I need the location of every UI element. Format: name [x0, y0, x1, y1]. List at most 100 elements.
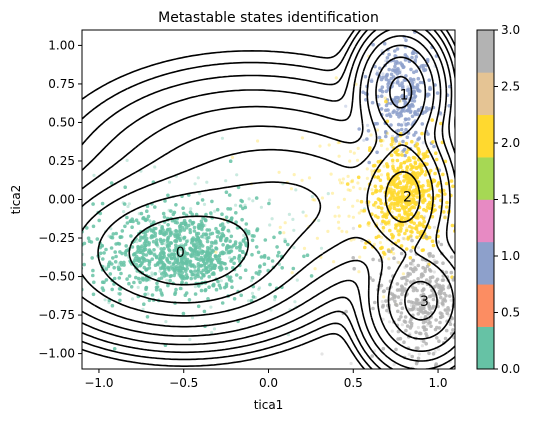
state-0-point	[165, 256, 169, 261]
state-1-point	[409, 67, 413, 72]
state-2-point	[409, 212, 414, 217]
state-2-point	[393, 184, 398, 189]
state-3-point	[434, 362, 439, 366]
state-0-point	[117, 276, 122, 280]
state-0-point	[158, 288, 163, 292]
state-3-point	[423, 319, 428, 324]
state-3-point	[415, 298, 420, 302]
state-2-point	[400, 150, 404, 155]
state-2-point	[390, 158, 395, 163]
state-1-point	[384, 134, 388, 139]
state-0-point	[139, 235, 143, 240]
state-0-point	[153, 205, 157, 209]
state-0-point	[48, 223, 51, 226]
state-1-point	[425, 108, 429, 113]
state-2-point	[396, 166, 401, 171]
state-0-point	[174, 228, 178, 233]
state-0-point	[167, 244, 171, 248]
state-2-point	[367, 221, 371, 225]
state-3-point	[420, 344, 424, 348]
state-0-point	[112, 265, 116, 270]
state-0-point	[211, 283, 216, 288]
state-3-point	[401, 236, 405, 240]
state-2-point	[403, 211, 407, 216]
state-0-point	[123, 185, 127, 189]
state-0-point	[154, 238, 159, 242]
state-0-point	[130, 225, 134, 229]
state-2-point	[420, 222, 424, 227]
state-0-point	[142, 245, 147, 250]
state-3-point	[413, 307, 417, 312]
state-1-point	[402, 78, 407, 82]
state-2-point	[416, 213, 420, 217]
state-0-point	[104, 267, 109, 271]
state-0-point	[146, 292, 150, 296]
state-0-point	[286, 242, 290, 247]
state-0-point	[218, 261, 223, 266]
state-1-point	[422, 68, 426, 73]
state-2-point	[389, 142, 394, 147]
state-3-point	[405, 324, 410, 328]
state-2-point	[334, 76, 338, 80]
state-0-point	[59, 255, 62, 258]
state-0-point	[181, 247, 185, 251]
state-3-point	[416, 356, 421, 361]
state-1-point	[410, 114, 415, 119]
state-3-point	[441, 302, 445, 306]
state-2-point	[422, 219, 427, 224]
state-2-point	[390, 136, 395, 141]
state-1-point	[380, 49, 384, 53]
state-2-point	[369, 133, 373, 137]
state-1-point	[403, 117, 408, 121]
state-2-point	[444, 205, 449, 209]
state-3-point	[431, 254, 435, 258]
state-2-point	[380, 210, 384, 214]
state-2-point	[411, 245, 415, 250]
state-0-point	[140, 260, 144, 265]
state-0-point	[154, 226, 158, 231]
state-0-point	[172, 268, 177, 273]
state-3-point	[370, 354, 375, 358]
state-1-point	[401, 86, 405, 90]
state-2-point	[429, 202, 433, 207]
state-3-point	[381, 317, 385, 321]
state-0-point	[224, 190, 229, 194]
state-0-point	[166, 223, 170, 227]
state-3-point	[404, 328, 408, 333]
state-0-point	[277, 250, 281, 255]
state-2-point	[373, 200, 378, 205]
colorbar-tick-label: 1.5	[501, 193, 520, 207]
state-2-point	[403, 216, 408, 221]
state-1-point	[416, 137, 420, 142]
state-3-point	[461, 301, 464, 304]
state-3-point	[409, 321, 414, 326]
state-0-point	[174, 246, 178, 250]
state-0-point	[86, 236, 91, 240]
state-0-point	[164, 320, 168, 324]
state-0-point	[100, 201, 105, 206]
state-3-point	[446, 306, 450, 310]
state-1-point	[397, 115, 401, 119]
state-0-point	[213, 209, 217, 213]
state-2-point	[336, 220, 341, 224]
state-0-point	[232, 255, 237, 260]
state-1-point	[416, 76, 421, 81]
state-1-point	[385, 56, 390, 60]
state-2-point	[357, 270, 361, 274]
state-3-point	[434, 318, 438, 322]
state-0-point	[98, 251, 103, 256]
state-3-point	[439, 242, 444, 247]
state-0-point	[196, 176, 200, 180]
state-2-point	[396, 229, 400, 233]
state-0-point	[168, 274, 172, 279]
state-0-point	[267, 201, 271, 206]
state-0-point	[179, 261, 183, 266]
state-label-1: 1	[400, 88, 409, 104]
state-0-point	[246, 229, 251, 234]
state-2-point	[302, 246, 307, 250]
state-0-point	[216, 258, 220, 262]
state-3-point	[396, 260, 400, 264]
state-0-point	[144, 279, 148, 283]
state-2-point	[358, 224, 362, 228]
